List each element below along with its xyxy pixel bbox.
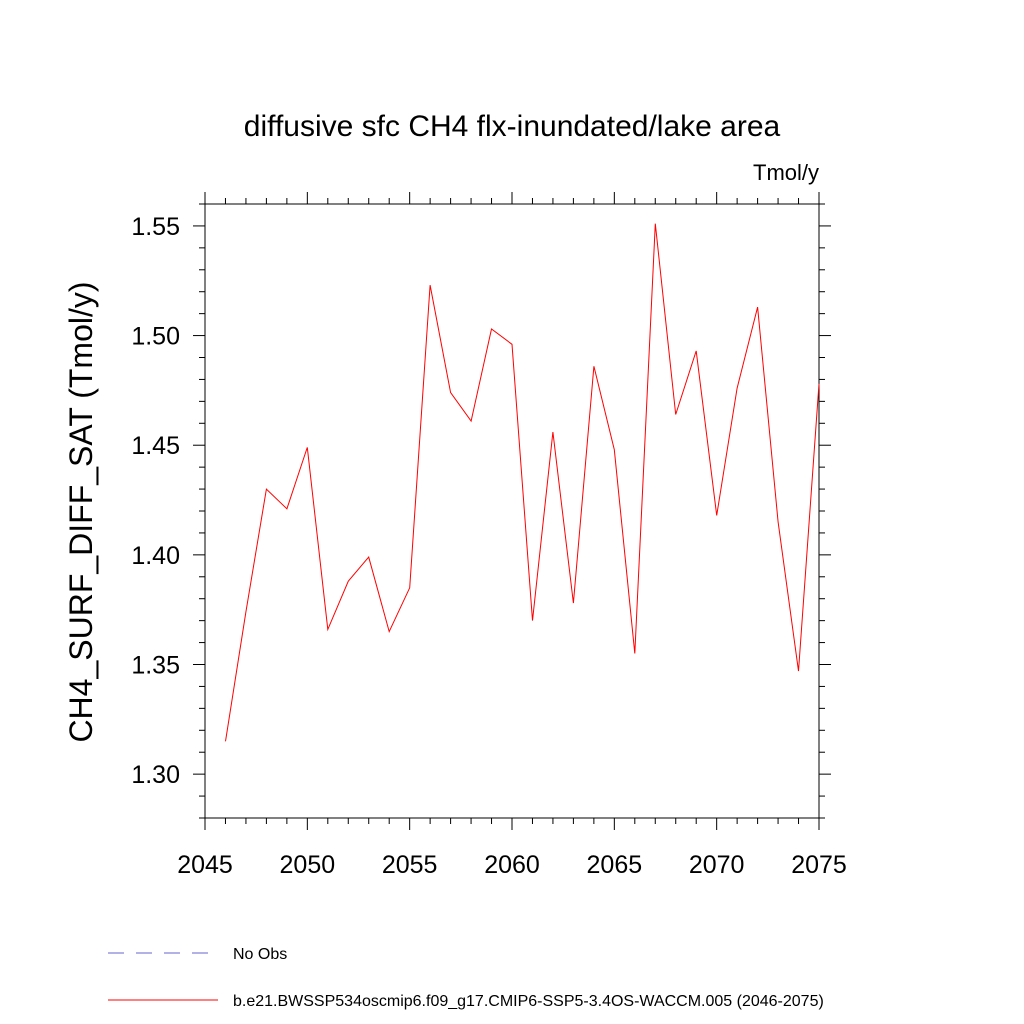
y-tick-label: 1.35	[131, 652, 180, 680]
legend-no-obs-label: No Obs	[233, 946, 287, 963]
series-layer	[225, 223, 820, 742]
x-tick-label: 2065	[587, 851, 643, 879]
plot-frame	[204, 203, 820, 819]
y-tick-label: 1.50	[131, 323, 180, 351]
legend-model-label: b.e21.BWSSP534oscmip6.f09_g17.CMIP6-SSP5…	[233, 993, 824, 1010]
y-tick-label: 1.45	[131, 432, 180, 460]
units-label: Tmol/y	[753, 160, 819, 185]
x-tick-label: 2045	[177, 851, 233, 879]
chart-title: diffusive sfc CH4 flx-inundated/lake are…	[244, 110, 781, 143]
y-tick-label: 1.55	[131, 213, 180, 241]
series-line	[225, 223, 820, 742]
y-axis-label: CH4_SURF_DIFF_SAT (Tmol/y)	[63, 281, 99, 742]
y-tick-label: 1.30	[131, 761, 180, 789]
x-tick-label: 2050	[280, 851, 336, 879]
legend: No Obs b.e21.BWSSP534oscmip6.f09_g17.CMI…	[108, 946, 824, 1010]
x-tick-label: 2075	[791, 851, 847, 879]
x-tick-label: 2070	[689, 851, 745, 879]
x-tick-label: 2060	[484, 851, 540, 879]
x-tick-label: 2055	[382, 851, 438, 879]
y-tick-label: 1.40	[131, 542, 180, 570]
axis-ticks: 2045 2050 2055 2060 2065 2070 2075 1.30 1.35 1.40…	[131, 192, 847, 879]
